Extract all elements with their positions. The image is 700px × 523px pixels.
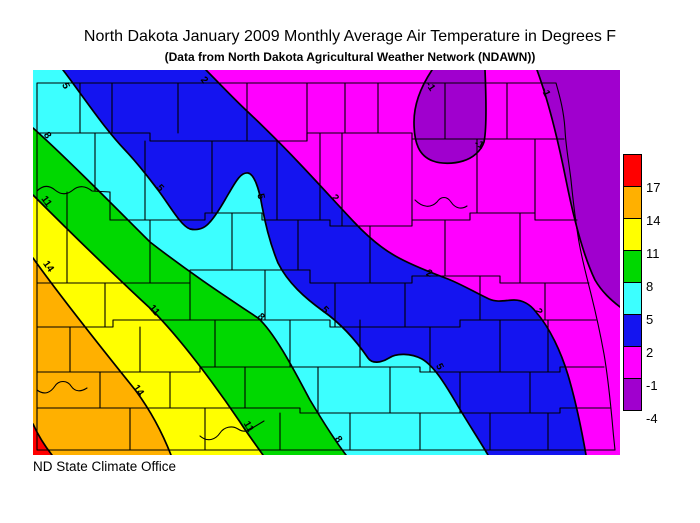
contour-label-5: 5	[433, 362, 446, 372]
colorbar-block-14	[623, 186, 642, 219]
county-line	[199, 420, 265, 441]
colorbar-block-11	[623, 218, 642, 251]
colorbar-label--1: -1	[646, 378, 658, 393]
colorbar-tick-labels: 17 14 11 8 5 2 -1 -4	[646, 0, 686, 523]
contour-label-5: 5	[59, 81, 72, 91]
red-river-border-line	[555, 82, 616, 451]
contour-line-2	[205, 70, 587, 455]
colorbar-label-11: 11	[646, 246, 660, 261]
contour-label-8: 8	[332, 434, 344, 445]
county-line	[129, 407, 549, 451]
band-fill-purple	[414, 70, 486, 164]
temperature-contour-lines	[33, 70, 620, 455]
temperature-colorbar	[623, 154, 642, 411]
county-boundary-lines	[36, 82, 616, 451]
colorbar-block--4	[623, 378, 642, 411]
contour-line-8	[33, 127, 347, 455]
colorbar-label-2: 2	[646, 345, 654, 360]
colorbar-label--4: -4	[646, 411, 658, 426]
colorbar-block-5	[623, 282, 642, 315]
county-line	[36, 269, 590, 284]
colorbar-label-5: 5	[646, 312, 654, 327]
county-line	[36, 380, 88, 394]
contour-line-11	[33, 194, 264, 455]
county-line	[36, 132, 565, 142]
contour-label-2: 2	[532, 307, 545, 318]
colorbar-block-2	[623, 314, 642, 347]
county-line	[109, 212, 578, 227]
county-line	[94, 132, 536, 227]
contour-line-17	[33, 423, 53, 455]
colorbar-label-8: 8	[646, 279, 654, 294]
contour-line-5	[62, 70, 489, 455]
contour-line-14	[33, 257, 172, 455]
contour-line--1a	[413, 70, 487, 165]
colorbar-block--1	[623, 346, 642, 379]
temperature-band-fills	[33, 70, 620, 455]
colorbar-block-17	[623, 154, 642, 187]
map-subtitle: (Data from North Dakota Agricultural Wea…	[164, 50, 536, 64]
county-line	[69, 319, 549, 373]
colorbar-label-17: 17	[646, 180, 661, 195]
contour-label-2: 2	[198, 75, 210, 87]
county-line	[36, 407, 611, 414]
colorbar-block-8	[623, 250, 642, 283]
band-fill-purple	[537, 70, 620, 307]
contour-label-5: 5	[254, 193, 266, 201]
county-line	[104, 269, 546, 328]
contour-line--1b	[536, 70, 620, 308]
map-title: North Dakota January 2009 Monthly Averag…	[83, 28, 617, 45]
contour-label-5: 5	[154, 183, 166, 195]
county-line	[36, 366, 605, 373]
band-fill-orange	[33, 258, 171, 455]
county-line	[99, 366, 531, 414]
state-border-lines	[36, 82, 616, 451]
county-line	[414, 196, 468, 209]
credit-text: ND State Climate Office	[33, 459, 177, 474]
county-line	[36, 319, 597, 328]
contour-label-2: 2	[329, 193, 341, 205]
contour-label-2: 2	[424, 268, 434, 281]
band-fill-red	[33, 424, 52, 455]
county-line	[36, 185, 111, 195]
county-line	[66, 191, 521, 284]
colorbar-label-14: 14	[646, 213, 661, 228]
contour-label-8: 8	[41, 130, 53, 141]
